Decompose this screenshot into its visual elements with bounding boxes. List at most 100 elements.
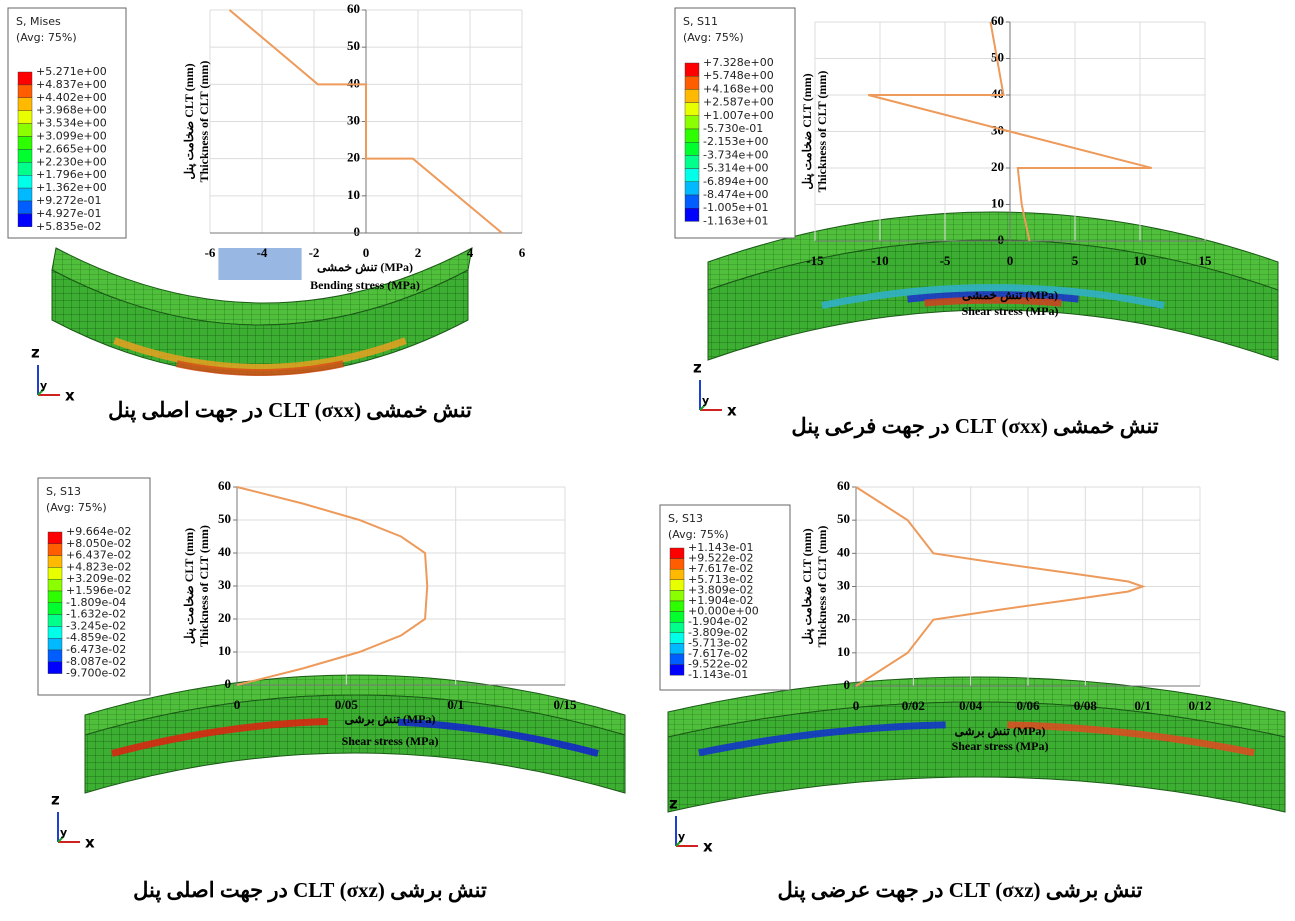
legend-label: +4.927e-01 xyxy=(36,207,101,220)
legend-band xyxy=(18,137,32,150)
x-tick-label: 0/1 xyxy=(447,697,464,712)
y-axis-label: Thickness of CLT (mm) xyxy=(815,526,829,648)
x-tick-label: 10 xyxy=(1134,253,1147,268)
caption: تنش برشی (σxz) CLT در جهت اصلی پنل xyxy=(133,878,487,903)
legend-band xyxy=(670,548,684,559)
legend-title: S, Mises xyxy=(16,15,61,28)
x-tick-label: 0/04 xyxy=(959,698,983,713)
caption: تنش خمشی (σxx) CLT در جهت اصلی پنل xyxy=(108,398,472,423)
legend-title: S, S13 xyxy=(46,485,81,498)
y-tick-label: 0 xyxy=(844,677,851,692)
triad-label: y xyxy=(40,379,47,392)
x-tick-label: -5 xyxy=(940,253,951,268)
legend-band xyxy=(18,72,32,85)
legend-band xyxy=(685,103,699,116)
triad-label: z xyxy=(31,344,40,362)
y-tick-label: 20 xyxy=(837,611,850,626)
caption: تنش خمشی (σxx) CLT در جهت فرعی پنل xyxy=(791,414,1158,439)
x-tick-label: 0/02 xyxy=(902,698,925,713)
legend-band xyxy=(18,124,32,137)
triad-label: x xyxy=(85,834,95,852)
legend-band xyxy=(685,142,699,155)
legend-band xyxy=(18,149,32,162)
legend-band xyxy=(670,580,684,591)
x-axis-label: Bending stress (MPa) xyxy=(310,278,420,292)
triad-label: x xyxy=(703,838,713,856)
x-tick-label: -10 xyxy=(871,253,888,268)
triad-label: z xyxy=(51,791,60,809)
x-axis-label: تنش خمشی (MPa) xyxy=(317,260,413,275)
legend-band xyxy=(18,85,32,98)
legend-band xyxy=(18,175,32,188)
triad-label: z xyxy=(669,795,678,813)
x-tick-label: 0/12 xyxy=(1188,698,1211,713)
legend-label: +9.272e-01 xyxy=(36,194,101,207)
legend-band xyxy=(670,643,684,654)
legend-band xyxy=(48,591,62,603)
y-axis-label: ضخامت پنل CLT (mm) xyxy=(800,528,814,644)
legend-band xyxy=(670,633,684,644)
legend-label: +3.099e+00 xyxy=(36,130,107,143)
legend-band xyxy=(48,579,62,591)
legend-band xyxy=(48,615,62,627)
y-tick-label: 50 xyxy=(218,511,231,526)
legend-subtitle: (Avg: 75%) xyxy=(16,31,77,44)
y-tick-label: 30 xyxy=(218,577,231,592)
legend-subtitle: (Avg: 75%) xyxy=(683,31,744,44)
caption: تنش برشی (σxz) CLT در جهت عرضی پنل xyxy=(777,878,1142,903)
legend-label: +5.271e+00 xyxy=(36,65,107,78)
triad-label: x xyxy=(65,387,75,405)
y-axis-label: Thickness of CLT (mm) xyxy=(815,71,829,193)
x-tick-label: 5 xyxy=(1072,253,1079,268)
y-axis-label: ضخامت پنل CLT (mm) xyxy=(800,73,814,189)
legend-band xyxy=(685,155,699,168)
y-axis-label: Thickness of CLT (mm) xyxy=(197,525,211,647)
x-tick-label: 0/08 xyxy=(1074,698,1098,713)
legend-band xyxy=(18,98,32,111)
y-tick-label: 30 xyxy=(347,112,360,127)
legend-label: +5.835e-02 xyxy=(36,220,101,233)
legend-label: -5.730e-01 xyxy=(703,122,763,135)
y-axis-label: Thickness of CLT (mm) xyxy=(197,61,211,183)
y-tick-label: 60 xyxy=(837,478,850,493)
legend-label: -1.163e+01 xyxy=(703,214,768,227)
legend-band xyxy=(18,111,32,124)
legend-band xyxy=(685,116,699,129)
legend-label: +1.362e+00 xyxy=(36,181,107,194)
x-axis-label: Shear stress (MPa) xyxy=(342,734,439,748)
legend-band xyxy=(685,195,699,208)
triad-label: y xyxy=(678,830,685,843)
legend-band xyxy=(670,665,684,676)
x-tick-label: 6 xyxy=(519,245,526,260)
legend-band xyxy=(670,590,684,601)
legend-band xyxy=(48,603,62,615)
legend-band xyxy=(670,601,684,612)
legend-label: -8.474e+00 xyxy=(703,188,768,201)
legend-label: +5.748e+00 xyxy=(703,69,774,82)
legend-band xyxy=(685,129,699,142)
legend-subtitle: (Avg: 75%) xyxy=(668,528,729,541)
y-tick-label: 10 xyxy=(218,643,231,658)
legend-band xyxy=(685,89,699,102)
y-tick-label: 0 xyxy=(225,676,232,691)
x-tick-label: -4 xyxy=(257,245,268,260)
x-tick-label: 0/05 xyxy=(335,697,359,712)
legend-band xyxy=(685,63,699,76)
legend-band xyxy=(48,662,62,674)
x-tick-label: 2 xyxy=(415,245,422,260)
legend-band xyxy=(685,182,699,195)
x-axis-label: تنش برشی (MPa) xyxy=(955,724,1046,739)
y-tick-label: 10 xyxy=(347,187,360,202)
legend-band xyxy=(48,532,62,544)
legend-band xyxy=(48,567,62,579)
legend-label: -2.153e+00 xyxy=(703,135,768,148)
legend-label: -6.894e+00 xyxy=(703,175,768,188)
legend-label: +7.328e+00 xyxy=(703,56,774,69)
legend-band xyxy=(670,569,684,580)
y-tick-label: 40 xyxy=(837,544,850,559)
legend-label: -1.005e+01 xyxy=(703,201,768,214)
x-tick-label: 4 xyxy=(467,245,474,260)
y-tick-label: 10 xyxy=(837,644,850,659)
legend-label: -9.700e-02 xyxy=(66,667,126,680)
legend-band xyxy=(670,654,684,665)
